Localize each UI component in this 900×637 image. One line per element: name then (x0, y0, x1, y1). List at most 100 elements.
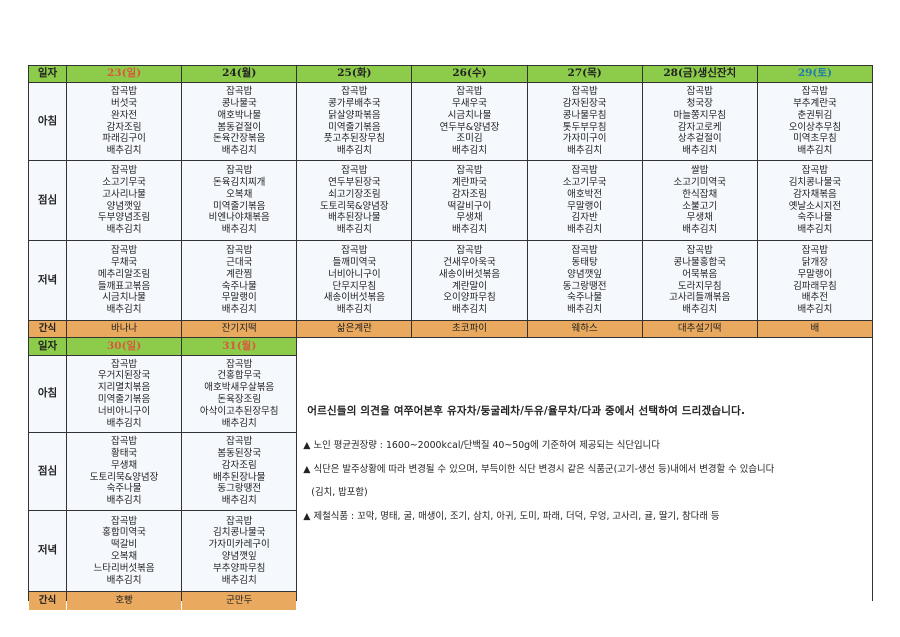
menu-item: 오복채 (226, 188, 253, 200)
menu-item: 잡곡밥 (801, 86, 829, 98)
menu-item: 배추김치 (221, 304, 257, 316)
breakfast-cell: 잡곡밥 콩가루배추국 닭살양파볶음 미역줄기볶음 풋고추된장무침 배추김치 (297, 83, 412, 160)
menu-item: 양념깻잎 (567, 268, 603, 280)
menu-item: 계란말이 (452, 280, 487, 292)
menu-item: 잡곡밥 (110, 165, 138, 177)
menu-item: 감자조림 (221, 459, 257, 471)
breakfast-cell: 잡곡밥 무새우국 시금치나물 연두부&양념장 조미김 배추김치 (412, 83, 527, 160)
date-label: 일자 (29, 338, 66, 355)
snack-cell: 바나나 (67, 321, 182, 337)
menu-item: 배추김치 (797, 224, 833, 236)
menu-item: 돈육김치찌개 (212, 176, 266, 188)
menu-item: 잡곡밥 (456, 165, 483, 177)
day-header: 23(일) (67, 66, 182, 82)
menu-item: 도토리묵&양념장 (89, 471, 159, 483)
menu-item: 춘권튀김 (797, 109, 833, 121)
snack-label: 간식 (29, 321, 66, 337)
date-label: 일자 (29, 66, 66, 82)
menu-item: 봄동된장국 (217, 447, 262, 459)
menu-item: 홍합미역국 (102, 527, 146, 539)
menu-item: 비엔나야채볶음 (208, 212, 270, 224)
menu-item: 무채국 (110, 256, 138, 268)
menu-item: 감자조림 (106, 121, 142, 133)
lunch-cell: 쌀밥 소고기미역국 한식잡채 소불고기 무생채 배추김치 (642, 161, 757, 240)
menu-item: 떡갈비구이 (447, 200, 492, 212)
day-header: 28(금)생신잔치 (642, 66, 757, 82)
menu-item: 애호박나물 (217, 109, 262, 121)
menu-item: 부추계란국 (793, 97, 837, 109)
breakfast-cell: 잡곡밥 건홍합무국 애호박새우살볶음 돈육장조림 아삭이고추된장무침 배추김치 (182, 356, 297, 432)
breakfast-cell: 잡곡밥 청국장 마늘쫑지무침 감자고로케 상추겉절이 배추김치 (642, 83, 757, 160)
menu-item: 무새우국 (452, 97, 487, 109)
menu-item: 조미김 (456, 133, 483, 145)
menu-item: 근대국 (226, 256, 253, 268)
menu-item: 배추김치 (452, 145, 487, 157)
menu-item: 잡곡밥 (801, 165, 829, 177)
menu-item: 콩나물국 (221, 97, 257, 109)
menu-item: 너비아니구이 (97, 405, 151, 417)
menu-item: 동그랑땡전 (562, 280, 607, 292)
lunch-cell: 잡곡밥 계란파국 감자조림 떡갈비구이 무생채 배추김치 (412, 161, 527, 240)
menu-item: 잡곡밥 (226, 515, 253, 527)
menu-item: 미역줄기볶음 (212, 200, 266, 212)
menu-item: 잡곡밥 (686, 86, 713, 98)
menu-item: 새송이버섯볶음 (438, 268, 501, 280)
menu-item: 미역초무침 (793, 133, 837, 145)
snack-cell: 초코파이 (412, 321, 527, 337)
menu-item: 숙주나물 (221, 280, 257, 292)
menu-item: 가자미구이 (562, 133, 607, 145)
menu-item: 잡곡밥 (801, 245, 829, 257)
menu-item: 배추김치 (797, 145, 833, 157)
dinner-label: 저녁 (29, 511, 66, 591)
menu-item: 배추김치 (106, 145, 142, 157)
menu-item: 돈육장조림 (217, 394, 262, 405)
dinner-label: 저녁 (29, 241, 66, 320)
menu-item: 쌀밥 (691, 165, 709, 177)
menu-item: 잡곡밥 (341, 245, 368, 257)
menu-item: 봄동겉절이 (217, 121, 262, 133)
menu-item: 버섯국 (110, 97, 138, 109)
menu-item: 잡곡밥 (571, 86, 598, 98)
lunch-cell: 잡곡밥 김치콩나물국 감자채볶음 옛날소시지전 숙주나물 배추김치 (757, 161, 872, 240)
menu-item: 도라지무침 (677, 280, 722, 292)
dinner-cell: 잡곡밥 동태탕 양념깻잎 동그랑땡전 숙주나물 배추김치 (527, 241, 642, 320)
menu-item: 잡곡밥 (341, 165, 368, 177)
menu-item: 계란찜 (226, 268, 253, 280)
snack-cell: 대추설기떡 (642, 321, 757, 337)
menu-item: 돈육간장볶음 (212, 133, 266, 145)
menu-item: 김치콩나물국 (788, 176, 842, 188)
menu-item: 무말랭이 (797, 268, 833, 280)
menu-item: 마늘쫑지무침 (673, 109, 726, 121)
menu-item: 파래김구이 (102, 133, 146, 145)
menu-item: 배추김치 (336, 145, 372, 157)
dinner-cell: 잡곡밥 무채국 메추리알조림 들깨표고볶음 시금치나물 배추김치 (67, 241, 182, 320)
menu-item: 오복채 (110, 551, 138, 562)
menu-item: 완자전 (110, 109, 138, 121)
menu-item: 배추김치 (106, 574, 142, 586)
menu-item: 부추양파무침 (212, 562, 266, 574)
menu-item: 배추김치 (567, 224, 603, 236)
day-header: 30(일) (67, 338, 182, 355)
menu-item: 잡곡밥 (226, 86, 253, 98)
menu-item: 배추김치 (682, 304, 718, 316)
menu-item: 우거지된장국 (97, 370, 151, 382)
menu-item: 닭살양파볶음 (328, 109, 381, 121)
menu-item: 배추전 (801, 292, 829, 304)
lunch-cell: 잡곡밥 소고기무국 고사리나물 양념깻잎 두부양념조림 배추김치 (67, 161, 182, 240)
lunch-label: 점심 (29, 161, 66, 240)
note-line: ▲ 노인 평균권장량 : 1600~2000kcal/단백질 40~50g에 기… (303, 439, 660, 451)
note-line: (김치, 밥포함) (311, 487, 368, 499)
menu-item: 무생채 (456, 212, 483, 224)
menu-item: 콩나물홍합국 (673, 256, 726, 268)
dinner-cell: 잡곡밥 건새우아욱국 새송이버섯볶음 계란말이 오이양파무침 배추김치 (412, 241, 527, 320)
menu-item: 한식잡채 (682, 188, 718, 200)
menu-item: 배추된장나물 (328, 212, 381, 224)
menu-item: 배추김치 (567, 145, 603, 157)
lunch-cell: 잡곡밥 봄동된장국 감자조림 배추된장나물 동그랑땡전 배추김치 (182, 433, 297, 510)
menu-item: 옛날소시지전 (788, 200, 842, 212)
breakfast-cell: 잡곡밥 우거지된장국 지리멸치볶음 미역줄기볶음 너비아니구이 배추김치 (67, 356, 182, 432)
menu-item: 들깨표고볶음 (97, 280, 151, 292)
menu-item: 도토리묵&양념장 (320, 200, 389, 212)
menu-item: 미역줄기볶음 (328, 121, 381, 133)
menu-item: 배추김치 (336, 304, 372, 316)
